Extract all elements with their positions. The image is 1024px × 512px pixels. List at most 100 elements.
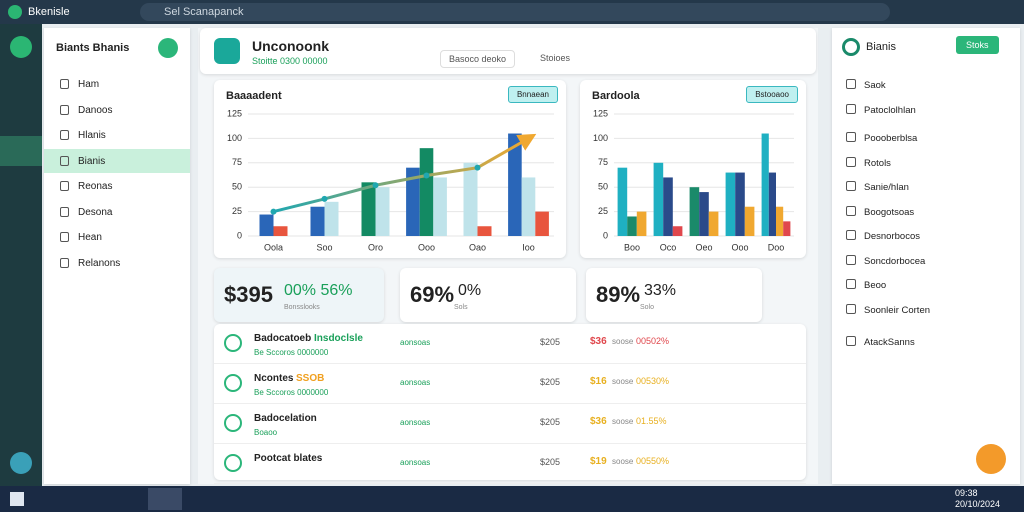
start-button[interactable]	[10, 492, 24, 506]
list-row[interactable]: Ncontes SSOB Be Sccoros 0000000 aonsoas $205…	[214, 364, 806, 404]
x-tick-label: Oao	[469, 242, 486, 252]
fab[interactable]	[976, 444, 1006, 474]
logo[interactable]	[10, 36, 32, 58]
y-tick-label: 125	[227, 108, 242, 118]
sidebar-title: Biants Bhanis	[56, 42, 130, 54]
panel-item-label: Soncdorbocea	[864, 255, 926, 267]
row-title: Pootcat blates	[254, 453, 323, 464]
bar	[273, 226, 288, 236]
trend-point	[270, 208, 277, 215]
panel-item-icon	[846, 336, 856, 346]
bar	[636, 211, 647, 236]
avatar[interactable]	[10, 452, 32, 474]
row-change: $36	[590, 336, 607, 347]
bar	[463, 162, 478, 236]
bar	[663, 177, 673, 236]
panel-item-icon	[846, 156, 856, 167]
bar	[375, 187, 390, 236]
row-amount: $205	[540, 377, 561, 387]
y-tick-label: 100	[227, 133, 242, 143]
filter[interactable]: Basoco deoko	[440, 50, 516, 68]
nav-label: Ham	[78, 79, 100, 90]
panel-item-label: Patoclolhlan	[864, 104, 916, 116]
icon-rail	[0, 24, 42, 486]
panel-item-label: AtackSanns	[864, 337, 915, 348]
x-tick-label: Ioo	[522, 242, 535, 252]
app-name[interactable]: Bkenisle	[28, 6, 70, 18]
header-title: Unconoonk	[252, 38, 329, 54]
bar	[735, 172, 745, 236]
active-app[interactable]	[148, 488, 182, 510]
panel-item-icon	[846, 132, 856, 142]
panel-item[interactable]: Sanie/hlan	[832, 176, 1020, 198]
panel-item-label: Saok	[864, 80, 886, 91]
row-change: $19	[590, 456, 607, 467]
panel-item-icon	[846, 79, 856, 89]
list-card: Badocatoeb Insdoclsle Be Sccoros 0000000 ao…	[214, 324, 806, 484]
row-icon	[224, 454, 242, 472]
panel-title: Bianis	[866, 41, 896, 53]
panel-item-label: Poooberblsa	[864, 133, 918, 144]
x-tick-label: Doo	[768, 242, 785, 252]
x-tick-label: Soo	[316, 242, 332, 252]
chart: 0 25 50 75 100 125 Oola Soo Oro Ooo Oao Ioo	[227, 108, 554, 252]
chart-button[interactable]: Bnnaean	[507, 86, 558, 103]
nav-icon	[60, 104, 69, 115]
panel-item[interactable]: Rotols	[832, 152, 1020, 174]
x-tick-label: Ooo	[731, 242, 748, 252]
chart-title: Baaaadent	[226, 90, 282, 102]
panel-item[interactable]: Patoclolhlan	[832, 99, 1020, 121]
stat-card: $395 00% 56% Bonsslooks	[214, 268, 384, 322]
panel-button[interactable]: Stoks	[956, 36, 999, 54]
nav-label: Hean	[78, 232, 102, 243]
browser-bar: Bkenisle Sel Scanapanck	[0, 0, 1024, 24]
bar	[725, 172, 736, 236]
bar	[477, 226, 492, 236]
panel-item[interactable]: Soonleir Corten	[832, 299, 1020, 321]
nav-item[interactable]: Relanons	[44, 251, 190, 275]
panel-item[interactable]: Poooberblsa	[832, 127, 1020, 149]
header-icon	[214, 38, 240, 64]
chart-button[interactable]: Bstooaoo	[746, 86, 798, 103]
header: Unconoonk Stoitte 0300 00000 Basoco deok…	[200, 28, 816, 74]
y-tick-label: 0	[237, 230, 242, 240]
nav-item[interactable]: Reonas	[44, 174, 190, 198]
panel-item[interactable]: AtackSanns	[832, 331, 1020, 353]
chart: 0 25 50 75 100 125 Boo Oco Oeo Ooo Doo	[593, 108, 794, 252]
stat-value: $395	[224, 282, 273, 307]
panel-item[interactable]: Beoo	[832, 274, 1020, 296]
nav-item[interactable]: Hean	[44, 225, 190, 249]
nav-item[interactable]: Hlanis	[44, 123, 190, 147]
panel-item[interactable]: Saok	[832, 74, 1020, 96]
nav-label: Desona	[78, 206, 113, 218]
panel-item[interactable]: Soncdorbocea	[832, 250, 1020, 272]
nav-item[interactable]: Danoos	[44, 98, 190, 122]
nav-item[interactable]: Bianis	[44, 148, 190, 173]
status[interactable]: Stoioes	[540, 53, 571, 63]
clock-date: 20/10/2024	[955, 499, 1001, 509]
bar	[672, 226, 683, 236]
y-tick-label: 25	[598, 206, 608, 216]
bar	[776, 206, 784, 236]
panel-item-label: Sanie/hlan	[864, 182, 909, 193]
x-tick-label: Oco	[660, 242, 677, 252]
stat-card: 89% 33% Solo	[586, 268, 762, 322]
panel-item[interactable]: Boogotsoas	[832, 201, 1020, 223]
nav-item[interactable]: Ham	[44, 72, 190, 96]
panel-item[interactable]: Desnorbocos	[832, 225, 1020, 247]
row-note: soose	[612, 337, 634, 346]
row-amount: $205	[540, 417, 561, 427]
bar	[535, 211, 549, 236]
list-row[interactable]: Pootcat blates aonsoas $205 $19 soose 00550%	[214, 444, 806, 484]
active-nav[interactable]	[0, 136, 42, 166]
nav-label: Hlanis	[78, 130, 106, 141]
list-row[interactable]: Badocelation Boaoo aonsoas $205 $36 soose 01.5…	[214, 404, 806, 444]
row-title: Badocelation	[254, 413, 317, 424]
y-tick-label: 25	[232, 206, 242, 216]
x-tick-label: Oola	[264, 242, 283, 252]
nav-item[interactable]: Desona	[44, 200, 190, 224]
panel-item-label: Boogotsoas	[864, 206, 915, 218]
list-row[interactable]: Badocatoeb Insdoclsle Be Sccoros 0000000 ao…	[214, 324, 806, 364]
add-button[interactable]	[158, 38, 178, 58]
address-bar[interactable]: Sel Scanapanck	[140, 3, 890, 21]
